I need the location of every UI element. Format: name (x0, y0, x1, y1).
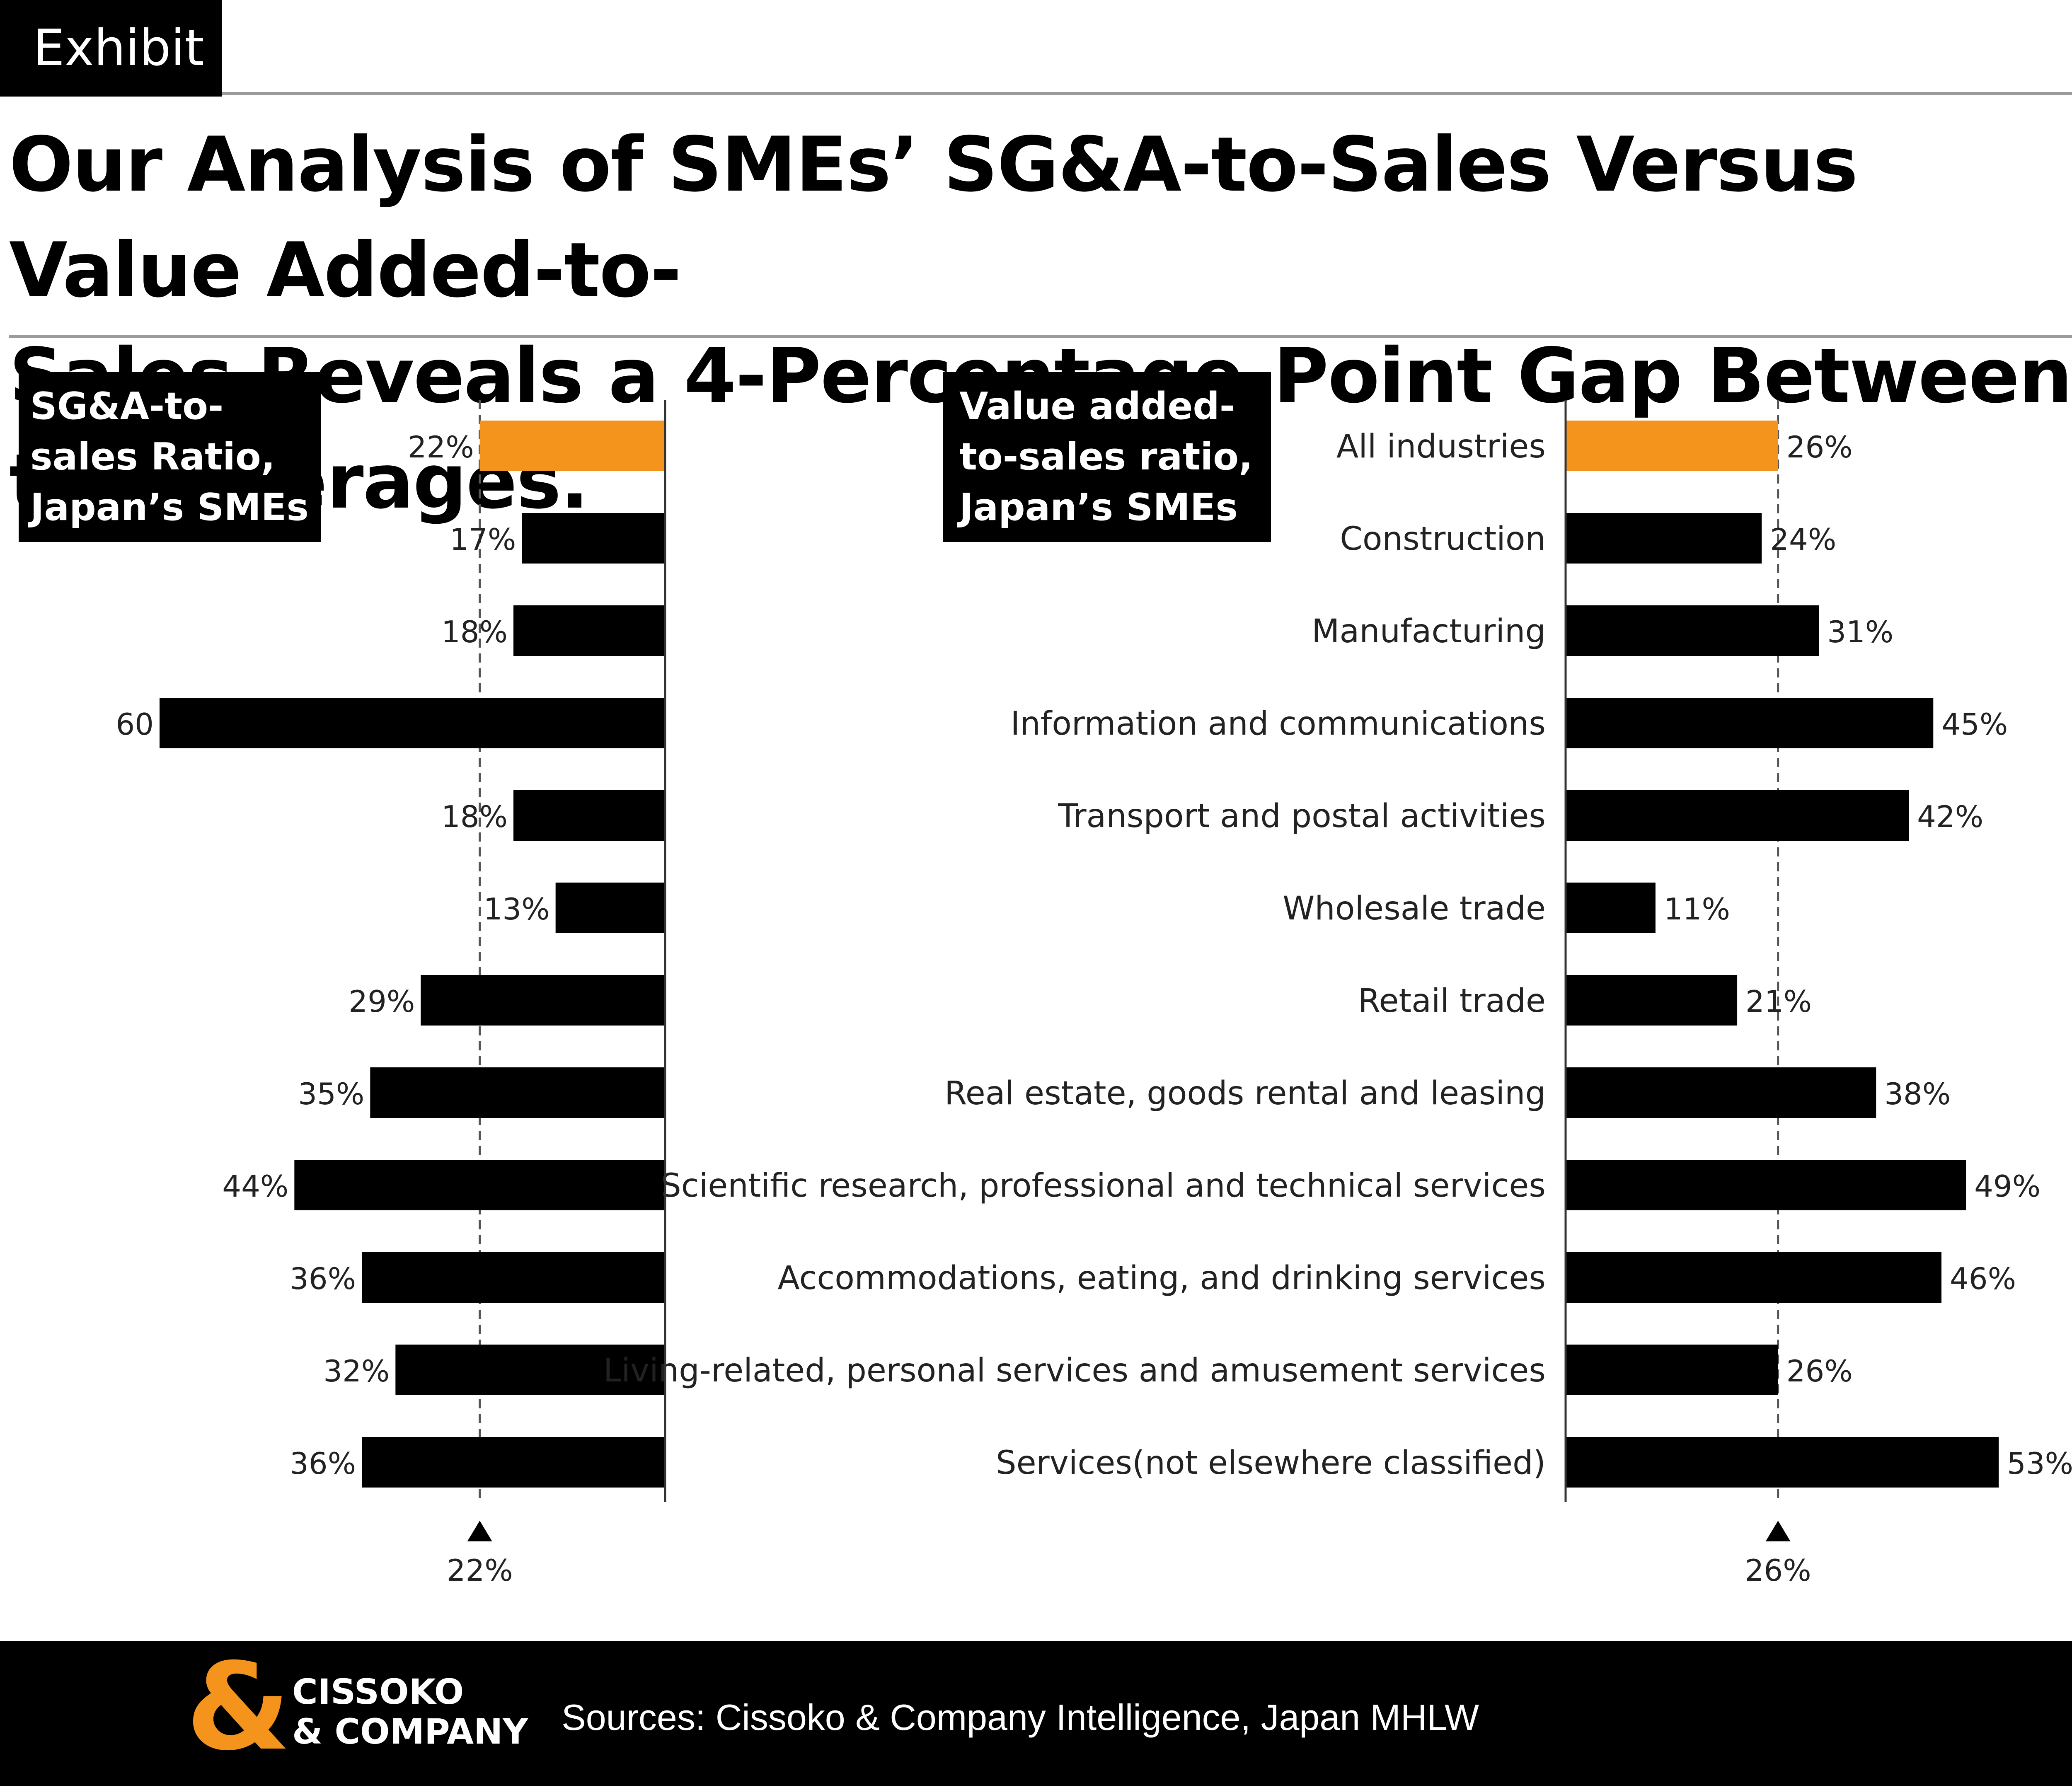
left-value-label: 36% (290, 1446, 356, 1481)
company-name: CISSOKO & COMPANY (292, 1672, 528, 1751)
right-value-label: 26% (1786, 430, 1853, 464)
right-bar (1566, 1252, 1941, 1303)
right-value-label: 11% (1664, 892, 1730, 926)
company-name-line-1: CISSOKO (292, 1671, 464, 1712)
headline-line-1: Our Analysis of SMEs’ SG&A-to-Sales Vers… (9, 121, 1858, 314)
left-value-label: 13% (484, 892, 550, 926)
right-average-label: 26% (1745, 1553, 1811, 1588)
right-bar (1566, 975, 1738, 1026)
exhibit-label: Exhibit 1 (0, 0, 222, 174)
right-bar (1566, 1160, 1966, 1210)
right-value-label: 42% (1917, 799, 1983, 834)
company-name-line-2: & COMPANY (292, 1711, 528, 1752)
right-value-label: 21% (1745, 984, 1812, 1019)
left-value-label: 17% (450, 522, 516, 557)
right-label-line-2: to-sales ratio, (959, 435, 1253, 479)
left-bar (362, 1437, 665, 1488)
left-average-marker-icon (467, 1521, 492, 1541)
left-average-label: 22% (447, 1553, 513, 1588)
bar-chart-area: 22% 26% All industries 17% 24% Construction 18… (116, 400, 2072, 1588)
left-value-label: 22% (408, 430, 474, 464)
right-label-line-1: Value added- (959, 385, 1235, 428)
footer-bar (0, 1641, 2072, 1786)
left-bar (513, 605, 665, 656)
right-bar (1566, 421, 1778, 471)
left-bar (395, 1345, 665, 1395)
left-value-label: 29% (349, 984, 415, 1019)
right-value-label: 45% (1941, 707, 2008, 742)
svg-text:&: & (189, 1651, 288, 1767)
right-value-label: 38% (1884, 1076, 1951, 1111)
left-label-line-1: SG&A-to- (30, 385, 224, 428)
right-value-label: 53% (2007, 1446, 2072, 1481)
left-bar (421, 975, 665, 1026)
left-label-line-2: sales Ratio, (30, 435, 276, 479)
right-value-label: 26% (1786, 1354, 1853, 1388)
right-bar (1566, 790, 1909, 841)
category-label: Manufacturing (1312, 613, 1546, 650)
left-value-label: 60 (116, 707, 154, 742)
category-label: Scientific research, professional and te… (661, 1167, 1546, 1205)
left-label-line-3: Japan’s SMEs (30, 486, 309, 529)
left-value-label: 32% (323, 1354, 390, 1388)
right-bar (1566, 605, 1819, 656)
right-bar (1566, 513, 1762, 564)
right-average-marker-icon (1765, 1521, 1791, 1541)
right-value-label: 31% (1827, 614, 1893, 649)
left-value-label: 18% (441, 799, 508, 834)
right-bar (1566, 1437, 1999, 1488)
left-bar (362, 1252, 665, 1303)
left-bar (160, 698, 665, 748)
right-value-label: 46% (1950, 1261, 2016, 1296)
category-label: Construction (1340, 520, 1546, 558)
left-value-label: 36% (290, 1261, 356, 1296)
left-bar (294, 1160, 665, 1210)
left-bar (479, 421, 665, 471)
right-bar (1566, 1345, 1778, 1395)
left-value-label: 44% (222, 1169, 288, 1204)
right-label-line-3: Japan’s SMEs (959, 486, 1238, 529)
category-label: Living-related, personal services and am… (603, 1352, 1546, 1389)
top-rule (222, 92, 2072, 95)
left-value-label: 35% (298, 1076, 364, 1111)
category-label: Transport and postal activities (1058, 798, 1546, 835)
category-label: Accommodations, eating, and drinking ser… (777, 1260, 1546, 1297)
sources-note: Sources: Cissoko & Company Intelligence,… (562, 1697, 1479, 1738)
right-bar (1566, 883, 1656, 933)
right-value-label: 49% (1974, 1169, 2041, 1204)
category-label: Services(not elsewhere classified) (996, 1444, 1546, 1482)
category-label: All industries (1336, 428, 1546, 465)
right-panel-label: Value added- to-sales ratio, Japan’s SME… (943, 372, 1271, 542)
headline-rule (9, 335, 2072, 338)
right-bar (1566, 1067, 1876, 1118)
right-bar (1566, 698, 1934, 748)
category-label: Information and communications (1010, 705, 1546, 743)
left-bar (513, 790, 665, 841)
category-label: Wholesale trade (1283, 890, 1546, 927)
category-label: Real estate, goods rental and leasing (944, 1075, 1546, 1112)
left-panel-label: SG&A-to- sales Ratio, Japan’s SMEs (19, 372, 321, 542)
left-bar (370, 1067, 665, 1118)
category-label: Retail trade (1358, 982, 1546, 1020)
right-value-label: 24% (1770, 522, 1836, 557)
left-bar (555, 883, 665, 933)
left-value-label: 18% (441, 614, 508, 649)
company-logo-icon: & (189, 1651, 288, 1767)
left-bar (522, 513, 665, 564)
